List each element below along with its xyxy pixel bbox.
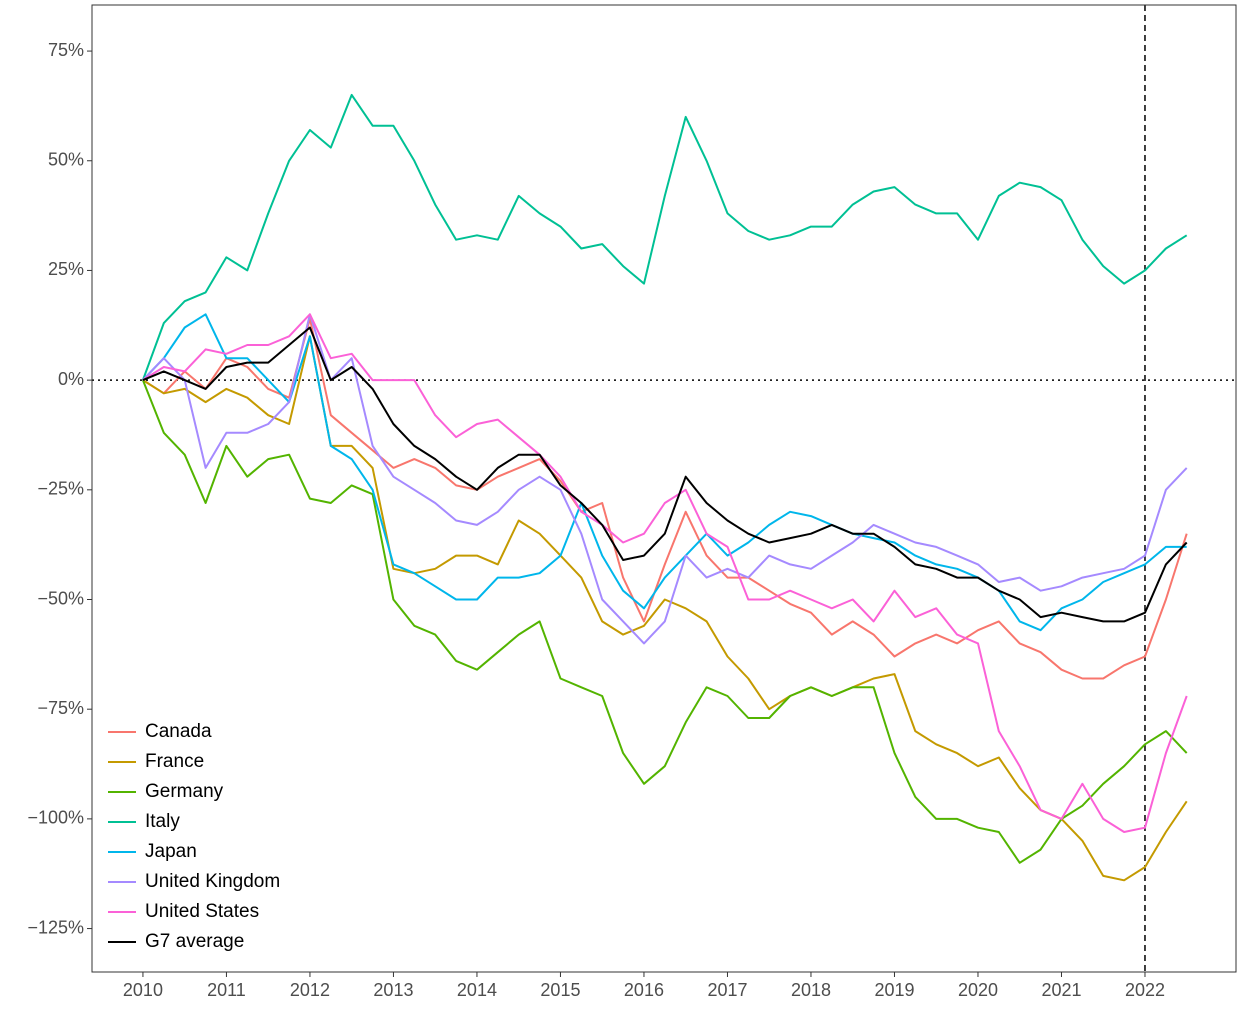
x-tick-label: 2013	[373, 980, 413, 1000]
series-line	[142, 313, 1188, 833]
legend-label: G7 average	[145, 931, 244, 952]
series-line	[142, 313, 1188, 645]
x-tick-label: 2014	[457, 980, 497, 1000]
x-tick-label: 2019	[874, 980, 914, 1000]
legend-label: Germany	[145, 781, 224, 802]
x-tick-label: 2017	[707, 980, 747, 1000]
y-tick-label: −25%	[37, 479, 84, 499]
y-tick-label: −50%	[37, 588, 84, 608]
legend-label: Canada	[145, 721, 212, 742]
series-line	[141, 379, 1188, 864]
x-tick-label: 2022	[1125, 980, 1165, 1000]
x-tick-label: 2020	[958, 980, 998, 1000]
y-tick-label: −125%	[27, 917, 84, 937]
x-tick-label: 2016	[624, 980, 664, 1000]
x-tick-label: 2011	[207, 980, 246, 1000]
series-line	[142, 313, 1187, 632]
y-tick-label: −100%	[27, 808, 84, 828]
x-tick-label: 2015	[540, 980, 580, 1000]
series-line	[142, 317, 1188, 680]
y-tick-label: 25%	[48, 259, 84, 279]
x-tick-label: 2018	[791, 980, 831, 1000]
series-line	[141, 93, 1188, 381]
legend-label: United States	[145, 901, 259, 922]
legend-label: France	[145, 751, 204, 772]
legend-label: United Kingdom	[145, 871, 280, 892]
y-tick-label: 50%	[48, 150, 84, 170]
x-tick-label: 2012	[290, 980, 330, 1000]
legend-label: Italy	[145, 811, 180, 832]
y-tick-label: −75%	[37, 698, 84, 718]
y-tick-label: 0%	[58, 369, 84, 389]
series-line	[142, 326, 1188, 623]
panel-border	[91, 4, 1237, 973]
x-tick-label: 2021	[1041, 980, 1081, 1000]
x-tick-label: 2010	[123, 980, 163, 1000]
y-tick-label: 75%	[48, 40, 84, 60]
legend-label: Japan	[145, 841, 197, 862]
